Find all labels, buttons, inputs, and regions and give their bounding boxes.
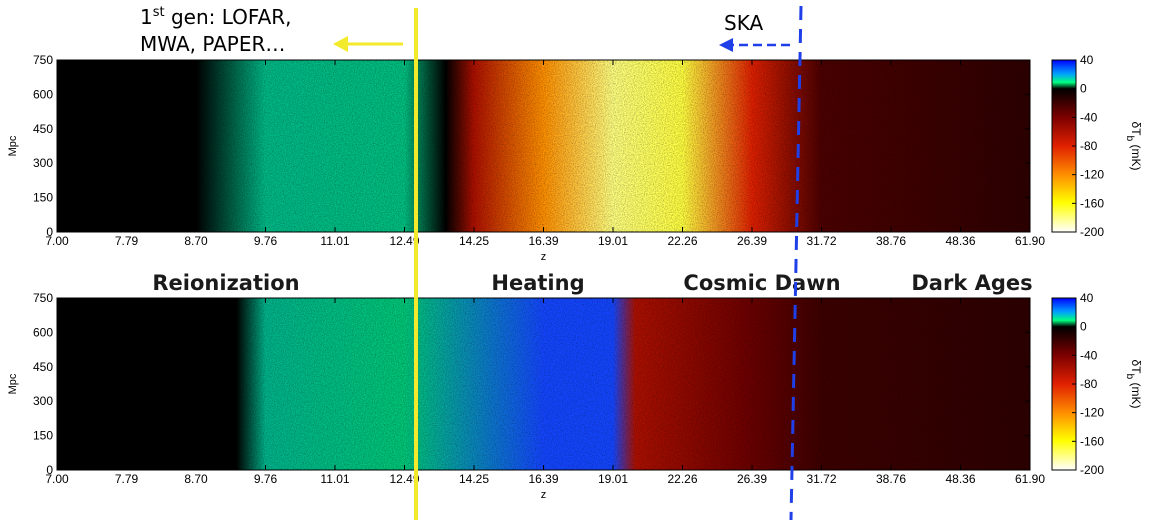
colorbar-tick-label: -80 xyxy=(1080,139,1098,153)
y-axis-label: Mpc xyxy=(7,135,19,156)
colorbar-tick-label: -160 xyxy=(1080,434,1104,448)
colorbar-tick-label: -200 xyxy=(1080,225,1104,239)
lofar-label-line1: 1st gen: LOFAR, xyxy=(140,5,292,29)
y-tick-label: 150 xyxy=(33,429,53,443)
lofar-label-rest: gen: LOFAR, xyxy=(165,5,292,29)
colorbar-tick-label: -120 xyxy=(1080,168,1104,182)
x-tick-label: 31.72 xyxy=(806,472,836,486)
x-tick-label: 38.76 xyxy=(876,234,906,248)
x-tick-label: 8.70 xyxy=(184,234,208,248)
y-tick-label: 0 xyxy=(46,463,53,477)
x-tick-label: 31.72 xyxy=(806,234,836,248)
y-tick-label: 300 xyxy=(33,394,53,408)
heatmap-panel-bottom: 7.00 7.79 8.70 9.76 11.01 12.49 14.25 16.39 19.0… xyxy=(7,291,1143,501)
colorbar-title: δTb (mK) xyxy=(1124,360,1143,409)
heatmap-texture xyxy=(57,60,1030,232)
x-tick-label: 16.39 xyxy=(528,472,558,486)
colorbar-tick-label: -40 xyxy=(1080,110,1098,124)
colorbar-title-units: (mK) xyxy=(1129,379,1143,408)
x-tick-label: 7.79 xyxy=(115,234,139,248)
lofar-label-sup: st xyxy=(153,5,165,20)
x-tick-label: 7.79 xyxy=(115,472,139,486)
x-tick-label: 9.76 xyxy=(254,472,278,486)
x-tick-label: 26.39 xyxy=(737,234,767,248)
x-tick-label: 9.76 xyxy=(254,234,278,248)
x-tick-label: 22.26 xyxy=(667,472,697,486)
x-axis-label: z xyxy=(541,489,547,501)
epoch-label: Dark Ages xyxy=(911,271,1032,295)
colorbar-tick-label: -120 xyxy=(1080,406,1104,420)
epoch-label: Cosmic Dawn xyxy=(683,271,840,295)
x-tick-label: 14.25 xyxy=(459,472,489,486)
x-tick-label: 12.49 xyxy=(389,234,419,248)
x-tick-label: 11.01 xyxy=(320,472,349,486)
x-tick-label: 16.39 xyxy=(528,234,558,248)
y-tick-label: 600 xyxy=(33,87,53,101)
x-tick-label: 14.25 xyxy=(459,234,489,248)
colorbar-title-main: δT xyxy=(1129,122,1143,137)
y-tick-label: 450 xyxy=(33,360,53,374)
colorbar-tick-label: -160 xyxy=(1080,196,1104,210)
y-tick-label: 750 xyxy=(33,53,53,67)
x-tick-label: 61.90 xyxy=(1015,472,1045,486)
colorbar-tick-label: -80 xyxy=(1080,377,1098,391)
ska-label: SKA xyxy=(724,11,763,35)
colorbar-title-subscript: b xyxy=(1124,136,1135,142)
heatmap-texture xyxy=(57,298,1030,470)
colorbar-tick-label: 40 xyxy=(1080,53,1094,67)
x-tick-label: 8.70 xyxy=(184,472,208,486)
epoch-label: Heating xyxy=(491,271,584,295)
colorbar-title: δTb (mK) xyxy=(1124,122,1143,171)
x-tick-label: 61.90 xyxy=(1015,234,1045,248)
y-tick-label: 750 xyxy=(33,291,53,305)
y-tick-label: 0 xyxy=(46,225,53,239)
x-axis-label: z xyxy=(541,251,547,263)
y-tick-label: 150 xyxy=(33,191,53,205)
y-tick-label: 450 xyxy=(33,122,53,136)
heatmap-panel-top: 7.00 7.79 8.70 9.76 11.01 12.49 14.25 16.39 19.0… xyxy=(7,53,1143,263)
ska-sensitivity-line xyxy=(789,5,803,521)
colorbar-title-subscript: b xyxy=(1124,374,1135,380)
x-tick-label: 48.36 xyxy=(945,234,975,248)
x-tick-label: 26.39 xyxy=(737,472,767,486)
x-tick-label: 7.00 xyxy=(45,472,69,486)
x-tick-label: 48.36 xyxy=(945,472,975,486)
x-tick-label: 19.01 xyxy=(598,472,628,486)
x-tick-label: 19.01 xyxy=(598,234,628,248)
y-axis-label: Mpc xyxy=(7,373,19,394)
y-tick-label: 600 xyxy=(33,325,53,339)
colorbar-title-units: (mK) xyxy=(1129,141,1143,170)
y-tick-label: 300 xyxy=(33,156,53,170)
lofar-arrow-head xyxy=(333,36,348,52)
lofar-label-line2: MWA, PAPER… xyxy=(140,32,285,56)
x-tick-label: 22.26 xyxy=(667,234,697,248)
colorbar-tick-label: 0 xyxy=(1080,320,1087,334)
colorbar: 40 0 -40 -80 -120 -160 -200 δTb (mK) xyxy=(1051,53,1143,239)
x-tick-label: 7.00 xyxy=(45,234,69,248)
colorbar-tick-label: 0 xyxy=(1080,82,1087,96)
colorbar: 40 0 -40 -80 -120 -160 -200 δTb (mK) xyxy=(1051,291,1143,477)
lofar-label-num: 1 xyxy=(140,5,153,29)
colorbar-tick-label: -200 xyxy=(1080,463,1104,477)
ska-arrow-head xyxy=(719,38,733,52)
colorbar-title-main: δT xyxy=(1129,360,1143,375)
x-tick-label: 11.01 xyxy=(320,234,349,248)
colorbar-tick-label: 40 xyxy=(1080,291,1094,305)
x-tick-label: 38.76 xyxy=(876,472,906,486)
epoch-label: Reionization xyxy=(152,271,299,295)
x-tick-label: 12.49 xyxy=(389,472,419,486)
colorbar-tick-label: -40 xyxy=(1080,348,1098,362)
